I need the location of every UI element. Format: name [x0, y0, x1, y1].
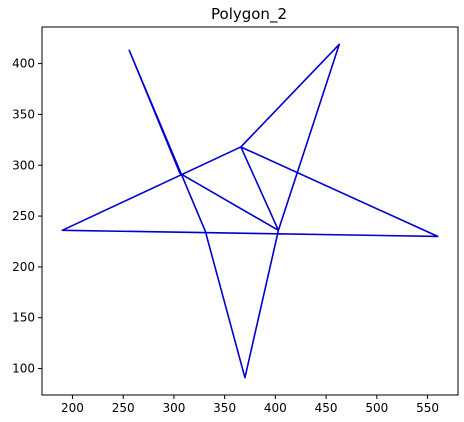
x-axis: 200 250 300 350 400 450 500 550: [61, 395, 439, 415]
y-tick-label: 200: [12, 260, 35, 274]
series-layer: [61, 43, 439, 379]
x-tick-label: 300: [162, 401, 185, 415]
y-tick-label: 250: [12, 209, 35, 223]
x-tick-label: 350: [213, 401, 236, 415]
x-tick-label: 250: [112, 401, 135, 415]
y-tick-label: 350: [12, 107, 35, 121]
y-axis: 100 150 200 250 300 350 400: [12, 57, 42, 376]
x-tick-label: 550: [416, 401, 439, 415]
chart-title: Polygon_2: [211, 5, 287, 24]
x-tick-label: 450: [315, 401, 338, 415]
x-tick-label: 400: [264, 401, 287, 415]
x-tick-label: 200: [61, 401, 84, 415]
y-tick-label: 300: [12, 158, 35, 172]
y-tick-label: 400: [12, 57, 35, 71]
axes-frame: [41, 26, 459, 396]
series-line-0: [61, 43, 439, 379]
y-tick-label: 150: [12, 311, 35, 325]
y-tick-label: 100: [12, 362, 35, 376]
x-tick-label: 500: [365, 401, 388, 415]
